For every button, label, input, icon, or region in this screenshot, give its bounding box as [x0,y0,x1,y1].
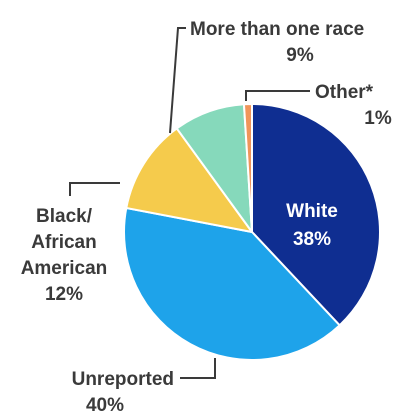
pie-slices [123,102,381,361]
pie-slice-other [242,102,253,233]
label-unreported-name: Unreported [72,369,174,390]
leader-unreported [180,358,216,379]
label-white-name: White [286,201,338,222]
label-other-name: Other* [315,82,374,103]
label-white-value: 38% [293,229,331,250]
label-black-line-2: African [31,232,96,253]
label-more-than-one-race-name: More than one race [190,19,364,40]
label-black-line-3: American [21,258,108,279]
label-unreported-value: 40% [86,395,124,416]
leader-black-african-american [69,182,120,196]
label-black-line-1: Black/ [36,206,93,227]
leader-other [245,90,310,101]
label-other-value: 1% [364,108,392,129]
label-more-than-one-race-value: 9% [286,45,314,66]
pie-slice-unreported [123,207,341,361]
leader-more-than-one-race [169,27,186,134]
pie-slice-white [251,103,381,327]
pie-slice-black-african-american [125,127,253,233]
label-black-value: 12% [45,284,83,305]
